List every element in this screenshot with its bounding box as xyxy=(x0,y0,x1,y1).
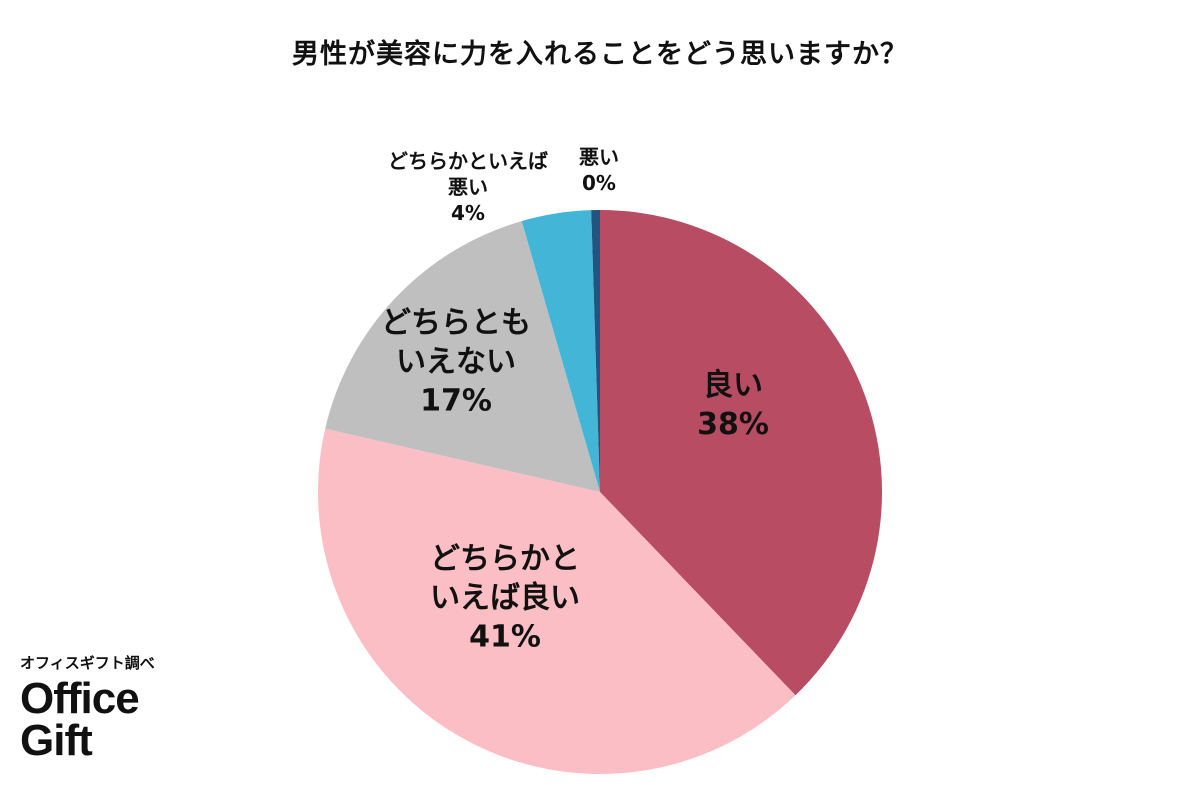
slice-percent: 38% xyxy=(697,407,769,442)
slice-label-text: どちらとも xyxy=(381,305,531,341)
office-gift-logo: Office Gift xyxy=(20,674,140,765)
pie-slice-bad xyxy=(591,210,600,492)
slice-label-text: いえば良い xyxy=(430,580,580,616)
slice-percent: 17% xyxy=(420,383,492,419)
slice-label-text: 悪い xyxy=(579,145,619,169)
pie-slice-neutral xyxy=(325,221,600,492)
slice-label-text: 良い xyxy=(703,368,763,403)
pie-slice-somewhat-good xyxy=(318,428,796,774)
slice-percent: 41% xyxy=(469,619,541,655)
slice-percent: 4% xyxy=(451,201,485,225)
slice-percent: 0% xyxy=(582,171,616,195)
pie-slice-good xyxy=(600,210,882,696)
slice-label-text: どちらかといえば xyxy=(388,149,548,173)
slice-label-bad: 悪い 0% xyxy=(579,144,619,196)
slice-label-text: どちらかと xyxy=(430,541,580,577)
slice-label-neutral: どちらとも いえない 17% xyxy=(381,304,531,421)
chart-title: 男性が美容に力を入れることをどう思いますか？ xyxy=(292,39,908,70)
logo-line-2: Gift xyxy=(20,716,93,765)
source-note: オフィスギフト調べ xyxy=(20,654,155,672)
slice-label-good: 良い 38% xyxy=(697,366,769,444)
logo-line-1: Office xyxy=(20,674,140,723)
slice-label-somewhat-good: どちらかと いえば良い 41% xyxy=(430,540,580,657)
slice-label-text: 悪い xyxy=(448,175,488,199)
slice-label-text: いえない xyxy=(396,344,516,380)
pie-slice-somewhat-bad xyxy=(521,210,600,492)
slice-label-somewhat-bad: どちらかといえば 悪い 4% xyxy=(388,148,548,226)
